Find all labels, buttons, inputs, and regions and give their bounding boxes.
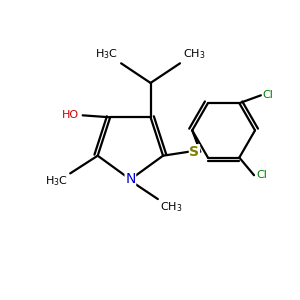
Text: CH$_3$: CH$_3$	[183, 48, 206, 62]
Text: HO: HO	[61, 110, 79, 120]
Text: Cl: Cl	[256, 170, 267, 180]
Text: H$_3$C: H$_3$C	[45, 174, 68, 188]
Text: H$_3$C: H$_3$C	[95, 48, 118, 62]
Text: N: N	[125, 172, 136, 186]
Text: Cl: Cl	[263, 90, 274, 100]
Text: CH$_3$: CH$_3$	[160, 200, 182, 214]
Text: S: S	[189, 145, 200, 159]
